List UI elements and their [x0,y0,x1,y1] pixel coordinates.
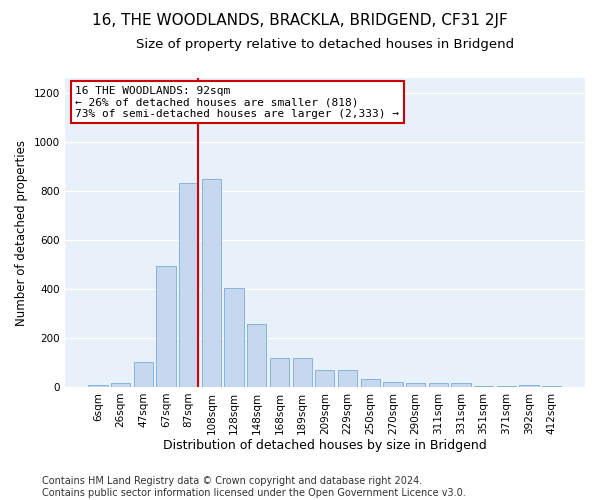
Bar [134,362,153,387]
Bar [179,184,199,387]
Bar [157,266,176,387]
Text: 16, THE WOODLANDS, BRACKLA, BRIDGEND, CF31 2JF: 16, THE WOODLANDS, BRACKLA, BRIDGEND, CF… [92,12,508,28]
Bar [111,384,130,387]
X-axis label: Distribution of detached houses by size in Bridgend: Distribution of detached houses by size … [163,440,487,452]
Bar [293,358,312,387]
Bar [338,370,357,387]
Bar [247,324,266,387]
Text: 16 THE WOODLANDS: 92sqm
← 26% of detached houses are smaller (818)
73% of semi-d: 16 THE WOODLANDS: 92sqm ← 26% of detache… [75,86,399,119]
Y-axis label: Number of detached properties: Number of detached properties [15,140,28,326]
Bar [542,386,562,387]
Bar [88,384,107,387]
Bar [361,379,380,387]
Bar [270,358,289,387]
Bar [497,386,516,387]
Bar [406,384,425,387]
Bar [451,384,470,387]
Bar [428,384,448,387]
Bar [383,382,403,387]
Bar [315,370,334,387]
Title: Size of property relative to detached houses in Bridgend: Size of property relative to detached ho… [136,38,514,51]
Bar [224,288,244,387]
Bar [202,178,221,387]
Text: Contains HM Land Registry data © Crown copyright and database right 2024.
Contai: Contains HM Land Registry data © Crown c… [42,476,466,498]
Bar [474,386,493,387]
Bar [520,384,539,387]
